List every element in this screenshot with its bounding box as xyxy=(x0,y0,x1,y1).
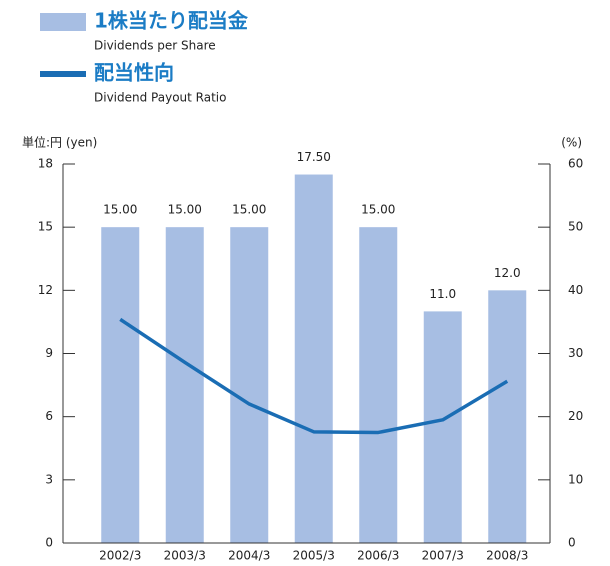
y2-tick-label: 50 xyxy=(568,220,583,234)
y2-tick-label: 20 xyxy=(568,409,583,423)
y-axis-label: 単位:円 (yen) xyxy=(22,135,97,150)
legend-label: 配当性向 xyxy=(94,61,174,85)
legend-subtitle: Dividend Payout Ratio xyxy=(94,91,226,105)
legend-label: 1株当たり配当金 xyxy=(94,9,249,33)
y-tick-label: 15 xyxy=(38,220,53,234)
data-label: 15.00 xyxy=(361,203,395,217)
y-tick-label: 6 xyxy=(45,409,53,423)
x-tick-label: 2004/3 xyxy=(228,549,270,563)
y2-tick-label: 30 xyxy=(568,346,583,360)
bar xyxy=(294,174,333,543)
x-tick-label: 2008/3 xyxy=(486,549,528,563)
bar xyxy=(165,227,204,543)
x-tick-label: 2005/3 xyxy=(293,549,335,563)
data-label: 11.0 xyxy=(429,287,456,301)
data-label: 15.00 xyxy=(232,203,266,217)
bar xyxy=(488,290,527,543)
legend-swatch xyxy=(40,71,86,77)
x-tick-label: 2003/3 xyxy=(164,549,206,563)
y2-tick-label: 0 xyxy=(568,536,576,550)
legend-subtitle: Dividends per Share xyxy=(94,39,216,53)
data-label: 15.00 xyxy=(103,203,137,217)
data-label: 12.0 xyxy=(494,266,521,280)
bar xyxy=(230,227,269,543)
legend-swatch xyxy=(40,13,86,31)
y-tick-label: 12 xyxy=(38,283,53,297)
y-tick-label: 9 xyxy=(45,346,53,360)
y2-tick-label: 60 xyxy=(568,157,583,171)
bar xyxy=(423,311,462,543)
bar xyxy=(359,227,398,543)
bar xyxy=(101,227,140,543)
y-tick-label: 0 xyxy=(45,536,53,550)
x-tick-label: 2007/3 xyxy=(422,549,464,563)
data-label: 15.00 xyxy=(168,203,202,217)
x-tick-label: 2002/3 xyxy=(99,549,141,563)
line xyxy=(119,317,509,435)
y-tick-label: 18 xyxy=(38,157,53,171)
y2-tick-label: 40 xyxy=(568,283,583,297)
x-tick-label: 2006/3 xyxy=(357,549,399,563)
y-tick-label: 3 xyxy=(45,472,53,486)
y2-tick-label: 10 xyxy=(568,472,583,486)
data-label: 17.50 xyxy=(297,150,331,164)
y2-axis-label: (%) xyxy=(561,136,582,150)
